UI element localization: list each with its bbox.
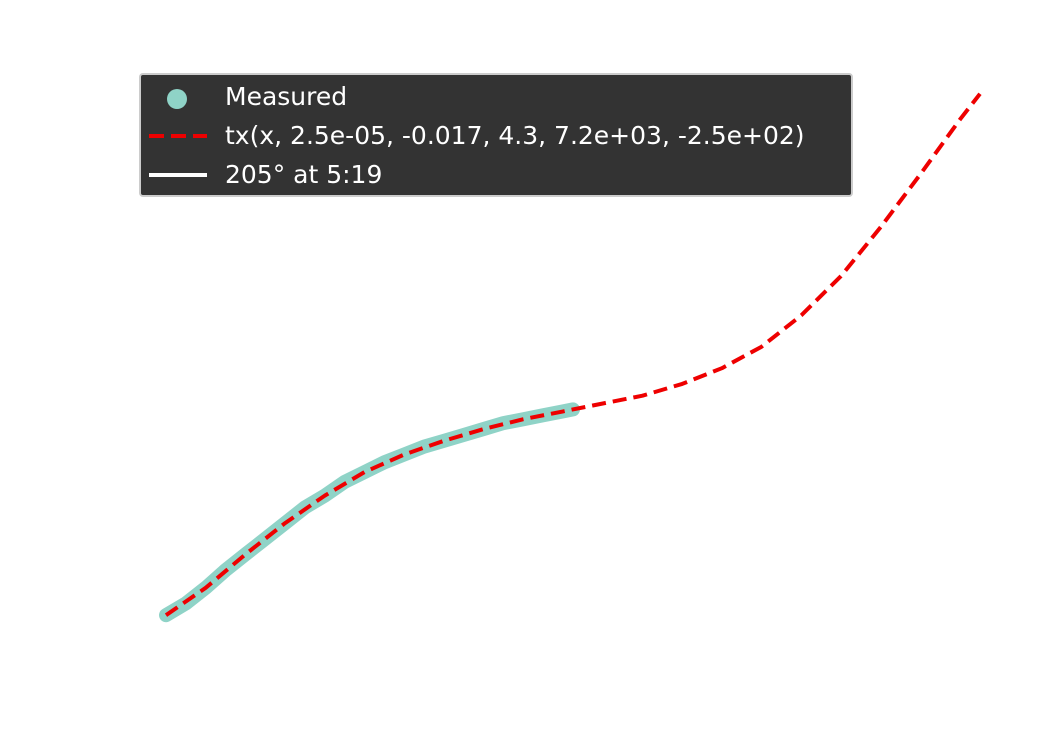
series-line-dashed xyxy=(164,92,982,617)
legend-entry-fit: tx(x, 2.5e-05, -0.017, 4.3, 7.2e+03, -2.… xyxy=(141,118,851,154)
series-layer xyxy=(159,92,982,623)
legend-label-highlight: 205° at 5:19 xyxy=(225,160,383,189)
legend-label-measured: Measured xyxy=(225,82,348,111)
legend: Measured tx(x, 2.5e-05, -0.017, 4.3, 7.2… xyxy=(139,73,853,197)
series-line-thick xyxy=(159,402,580,623)
legend-key-highlight xyxy=(149,173,207,177)
legend-entry-measured: Measured xyxy=(141,79,851,115)
legend-key-measured xyxy=(167,89,187,109)
legend-entry-highlight: 205° at 5:19 xyxy=(141,157,851,193)
legend-key-fit xyxy=(149,134,207,138)
legend-label-fit: tx(x, 2.5e-05, -0.017, 4.3, 7.2e+03, -2.… xyxy=(225,121,805,150)
